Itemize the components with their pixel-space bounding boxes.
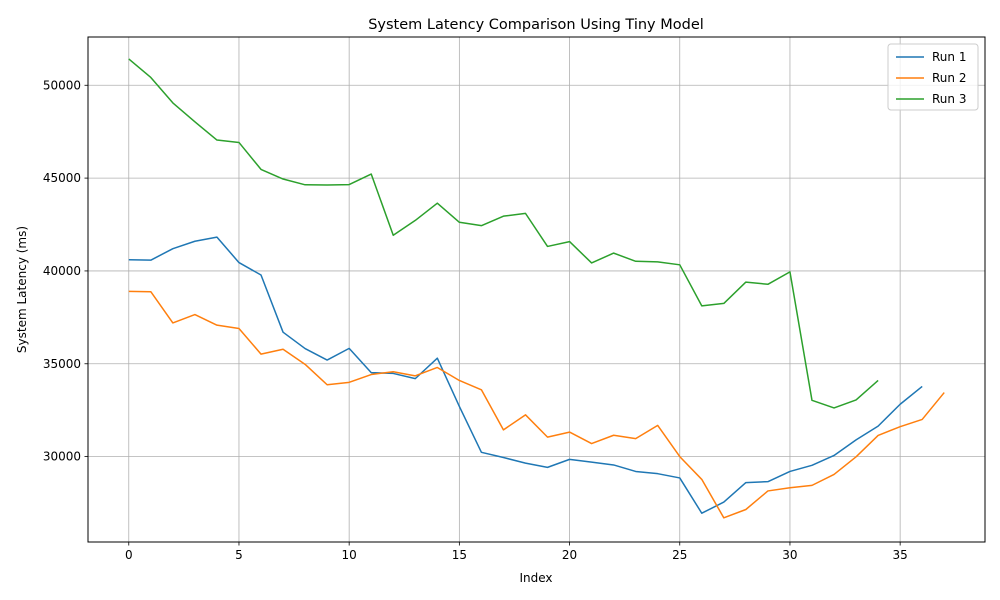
legend: Run 1 Run 2 Run 3 (887, 43, 979, 111)
series-line-run-2 (128, 290, 945, 519)
x-tick-label: 25 (672, 548, 687, 562)
y-tick-label: 45000 (43, 171, 81, 185)
chart-title: System Latency Comparison Using Tiny Mod… (368, 17, 704, 33)
series-line-run-1 (128, 236, 923, 514)
x-tick-label: 35 (893, 548, 908, 562)
legend-label-run-1: Run 1 (932, 50, 966, 64)
x-axis-ticks: 0 5 10 15 20 25 30 35 (125, 542, 908, 562)
legend-label-run-3: Run 3 (932, 92, 966, 106)
y-axis-label: System Latency (ms) (15, 226, 29, 353)
x-tick-label: 10 (342, 548, 357, 562)
y-tick-label: 50000 (43, 78, 81, 92)
x-axis-label: Index (519, 571, 552, 585)
x-tick-label: 0 (125, 548, 133, 562)
plot-frame (87, 36, 986, 543)
y-axis-ticks: 30000 35000 40000 45000 50000 (43, 78, 88, 464)
y-tick-label: 35000 (43, 357, 81, 371)
series-line-run-3 (128, 58, 879, 409)
x-tick-label: 15 (452, 548, 467, 562)
y-tick-label: 30000 (43, 450, 81, 464)
y-tick-label: 40000 (43, 264, 81, 278)
series-lines (128, 58, 945, 519)
x-tick-label: 20 (562, 548, 577, 562)
x-tick-label: 30 (782, 548, 797, 562)
x-tick-label: 5 (235, 548, 243, 562)
legend-box (887, 43, 979, 111)
legend-label-run-2: Run 2 (932, 71, 966, 85)
grid-lines (88, 37, 985, 542)
